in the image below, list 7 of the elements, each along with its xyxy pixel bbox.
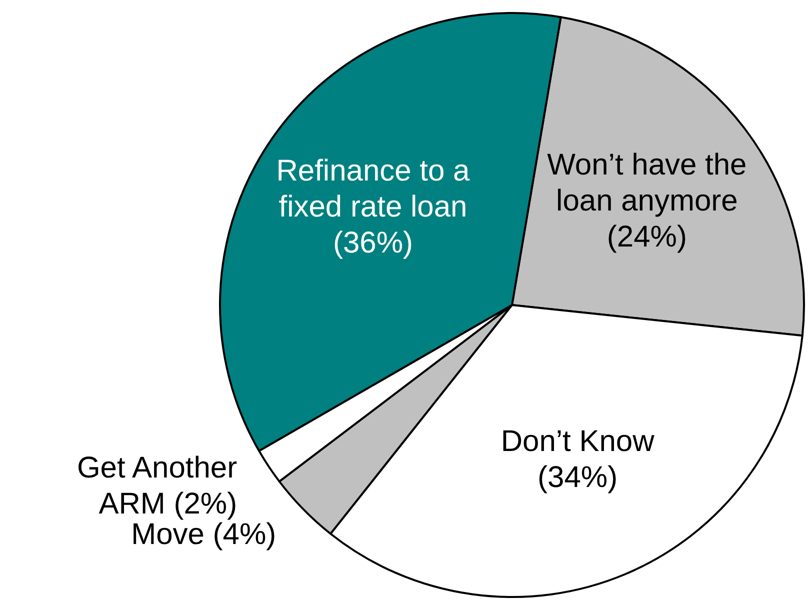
data-label: (36%)	[332, 226, 413, 260]
slice-label: Refinance to a fixed rate loan	[276, 154, 470, 224]
data-label: (34%)	[538, 461, 618, 494]
slice-label: Get Another ARM (2%)	[76, 451, 238, 520]
slice-label: Don’t Know	[500, 425, 655, 458]
data-label: (24%)	[606, 220, 687, 254]
slice-label: Won’t have the loan anymore	[547, 148, 747, 218]
